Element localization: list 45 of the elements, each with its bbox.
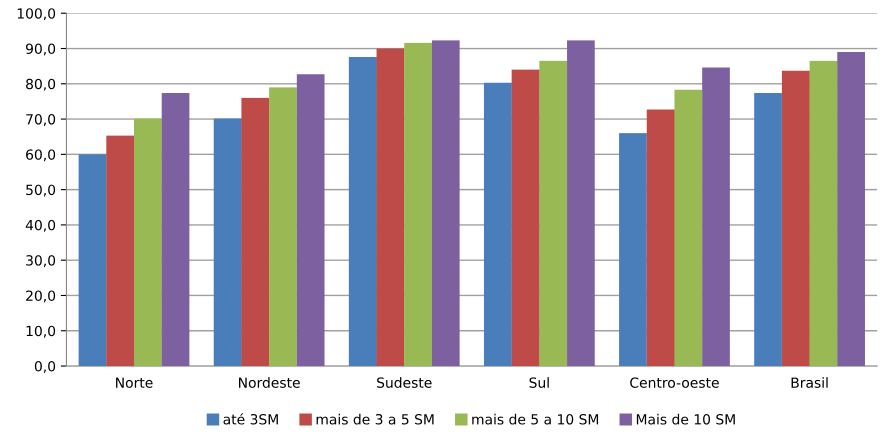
bar [619, 133, 647, 366]
bar [296, 74, 325, 366]
legend-label: mais de 3 a 5 SM [316, 414, 434, 425]
x-tick-label: Nordeste [239, 377, 300, 388]
bar [646, 110, 674, 366]
x-tick-label: Sul [530, 377, 549, 388]
bar [754, 92, 782, 366]
x-tick-label: Brasil [792, 377, 828, 388]
legend-label: até 3SM [224, 413, 278, 425]
y-tick-label: 0,0 [34, 361, 56, 373]
y-tick-label: 10,0 [26, 326, 56, 338]
y-tick-label: 100,0 [18, 8, 56, 20]
x-tick-label: Centro-oeste [630, 377, 719, 388]
bar [214, 118, 242, 366]
bar [241, 98, 270, 366]
bar [162, 92, 190, 366]
bar [106, 136, 134, 366]
bar [348, 56, 377, 366]
x-tick-label: Sudeste [377, 377, 432, 388]
bar [782, 70, 810, 366]
bar [376, 48, 404, 366]
y-tick-label: 50,0 [26, 184, 56, 197]
bar [269, 87, 297, 366]
bar [484, 82, 512, 366]
bar [78, 154, 106, 366]
bar [539, 60, 568, 366]
y-tick-label: 20,0 [26, 290, 56, 302]
legend-label: mais de 5 a 10 SM [472, 414, 598, 425]
bar [512, 70, 540, 366]
bar [674, 90, 702, 366]
bar [810, 60, 838, 366]
x-tick-label: Norte [116, 378, 153, 388]
y-tick-label: 40,0 [26, 220, 56, 232]
bar [432, 40, 460, 366]
bar [567, 40, 595, 366]
y-tick-label: 90,0 [26, 43, 56, 56]
bar [134, 118, 162, 366]
bar [837, 52, 865, 366]
bar [702, 68, 730, 366]
legend-label: Mais de 10 SM [636, 414, 735, 425]
y-tick-label: 80,0 [26, 78, 56, 91]
bar [404, 42, 432, 366]
y-tick-label: 70,0 [26, 114, 56, 126]
y-tick-label: 30,0 [26, 255, 56, 268]
y-tick-label: 60,0 [26, 149, 56, 162]
